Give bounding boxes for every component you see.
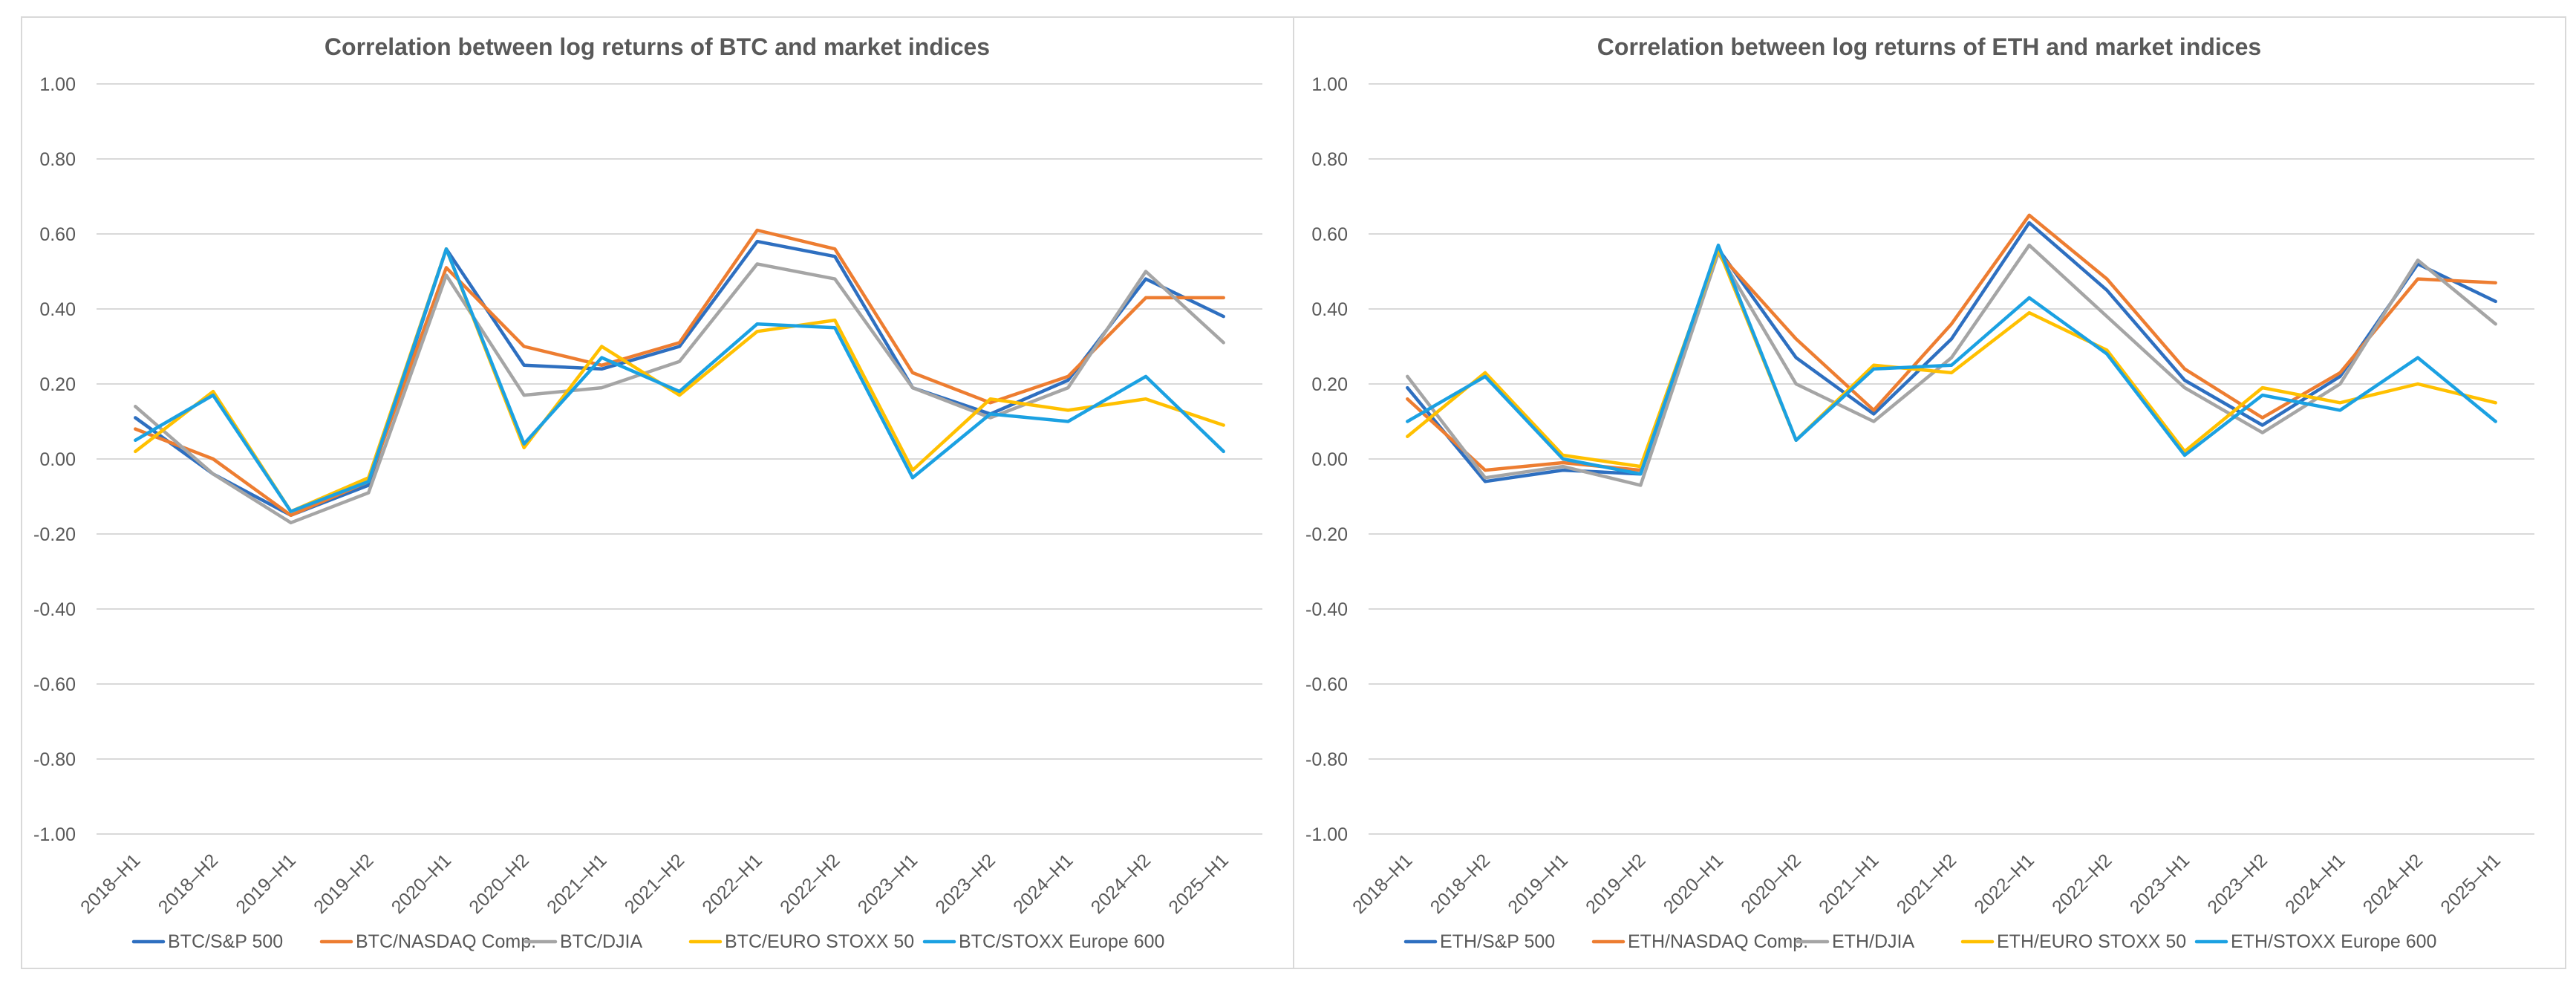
btc-x-tick-label: 2025–H1	[1164, 850, 1233, 918]
btc-x-tick-label: 2020–H1	[388, 850, 456, 918]
eth-chart-title: Correlation between log returns of ETH a…	[1597, 33, 2261, 60]
btc-x-tick-label: 2019–H1	[232, 850, 300, 918]
eth-x-tick-label: 2021–H2	[1893, 850, 1961, 918]
btc-x-tick-label: 2024–H1	[1009, 850, 1077, 918]
eth-chart: Correlation between log returns of ETH a…	[1305, 33, 2534, 952]
btc-y-tick-label: -0.40	[33, 599, 76, 620]
btc-x-tick-label: 2019–H2	[310, 850, 378, 918]
eth-series-line-5	[1406, 243, 2497, 476]
btc-x-tick-label: 2024–H2	[1087, 850, 1155, 918]
eth-y-tick-label: -0.40	[1305, 599, 1348, 620]
eth-legend-label: ETH/EURO STOXX 50	[1997, 931, 2186, 952]
btc-legend-label: BTC/DJIA	[560, 931, 642, 952]
btc-series-line-2	[134, 228, 1225, 518]
eth-x-tick-label: 2019–H1	[1504, 850, 1572, 918]
btc-y-tick-label: -0.20	[33, 524, 76, 545]
eth-x-tick-label: 2022–H1	[1970, 850, 2038, 918]
btc-chart-title: Correlation between log returns of BTC a…	[325, 33, 990, 60]
eth-x-tick-label: 2025–H1	[2436, 850, 2505, 918]
btc-y-tick-label: 0.20	[39, 374, 76, 395]
eth-y-tick-label: 1.00	[1311, 74, 1348, 95]
btc-x-tick-label: 2023–H1	[854, 850, 922, 918]
eth-y-tick-label: -1.00	[1305, 824, 1348, 845]
btc-y-tick-label: 1.00	[39, 74, 76, 95]
eth-y-tick-label: 0.20	[1311, 374, 1348, 395]
btc-legend-label: BTC/S&P 500	[168, 931, 283, 952]
eth-y-tick-label: 0.40	[1311, 299, 1348, 320]
btc-y-tick-label: 0.40	[39, 299, 76, 320]
eth-x-tick-label: 2023–H1	[2126, 850, 2194, 918]
btc-y-tick-label: -0.80	[33, 749, 76, 770]
btc-x-tick-label: 2023–H2	[931, 850, 1000, 918]
eth-x-tick-label: 2022–H2	[2048, 850, 2116, 918]
eth-legend-label: ETH/STOXX Europe 600	[2231, 931, 2436, 952]
btc-series-line-3	[134, 262, 1225, 525]
btc-series-line-5	[134, 247, 1225, 513]
eth-x-tick-label: 2024–H1	[2281, 850, 2350, 918]
btc-x-tick-label: 2020–H2	[465, 850, 533, 918]
eth-series-line-1	[1406, 221, 2497, 483]
eth-x-tick-label: 2018–H2	[1426, 850, 1495, 918]
eth-x-tick-label: 2019–H2	[1582, 850, 1650, 918]
eth-chart-panel: Correlation between log returns of ETH a…	[1293, 16, 2566, 969]
btc-legend-label: BTC/EURO STOXX 50	[725, 931, 914, 952]
eth-x-tick-label: 2021–H1	[1815, 850, 1883, 918]
eth-y-tick-label: -0.20	[1305, 524, 1348, 545]
eth-series-line-4	[1406, 247, 2497, 469]
eth-x-tick-label: 2024–H2	[2359, 850, 2427, 918]
btc-x-tick-label: 2021–H2	[621, 850, 689, 918]
eth-x-tick-label: 2018–H1	[1349, 850, 1417, 918]
btc-x-tick-label: 2018–H2	[154, 850, 223, 918]
btc-chart: Correlation between log returns of BTC a…	[33, 33, 1262, 952]
eth-series-line-3	[1406, 243, 2497, 487]
btc-x-tick-label: 2018–H1	[76, 850, 145, 918]
btc-y-tick-label: 0.00	[39, 449, 76, 470]
btc-y-tick-label: 0.60	[39, 224, 76, 245]
btc-x-tick-label: 2021–H1	[543, 850, 611, 918]
eth-series-line-2	[1406, 213, 2497, 472]
eth-y-tick-label: 0.60	[1311, 224, 1348, 245]
eth-y-tick-label: -0.60	[1305, 674, 1348, 695]
btc-y-tick-label: 0.80	[39, 149, 76, 170]
eth-legend-label: ETH/DJIA	[1832, 931, 1914, 952]
btc-x-tick-label: 2022–H1	[698, 850, 766, 918]
eth-x-tick-label: 2023–H2	[2203, 850, 2272, 918]
eth-y-tick-label: 0.00	[1311, 449, 1348, 470]
eth-x-tick-label: 2020–H1	[1660, 850, 1728, 918]
eth-y-tick-label: 0.80	[1311, 149, 1348, 170]
eth-legend-label: ETH/S&P 500	[1440, 931, 1555, 952]
btc-legend-label: BTC/STOXX Europe 600	[959, 931, 1164, 952]
eth-x-tick-label: 2020–H2	[1737, 850, 1805, 918]
btc-chart-panel: Correlation between log returns of BTC a…	[21, 16, 1294, 969]
eth-legend-label: ETH/NASDAQ Comp.	[1628, 931, 1808, 952]
btc-x-tick-label: 2022–H2	[776, 850, 844, 918]
btc-legend-label: BTC/NASDAQ Comp.	[356, 931, 536, 952]
btc-y-tick-label: -0.60	[33, 674, 76, 695]
eth-y-tick-label: -0.80	[1305, 749, 1348, 770]
btc-y-tick-label: -1.00	[33, 824, 76, 845]
